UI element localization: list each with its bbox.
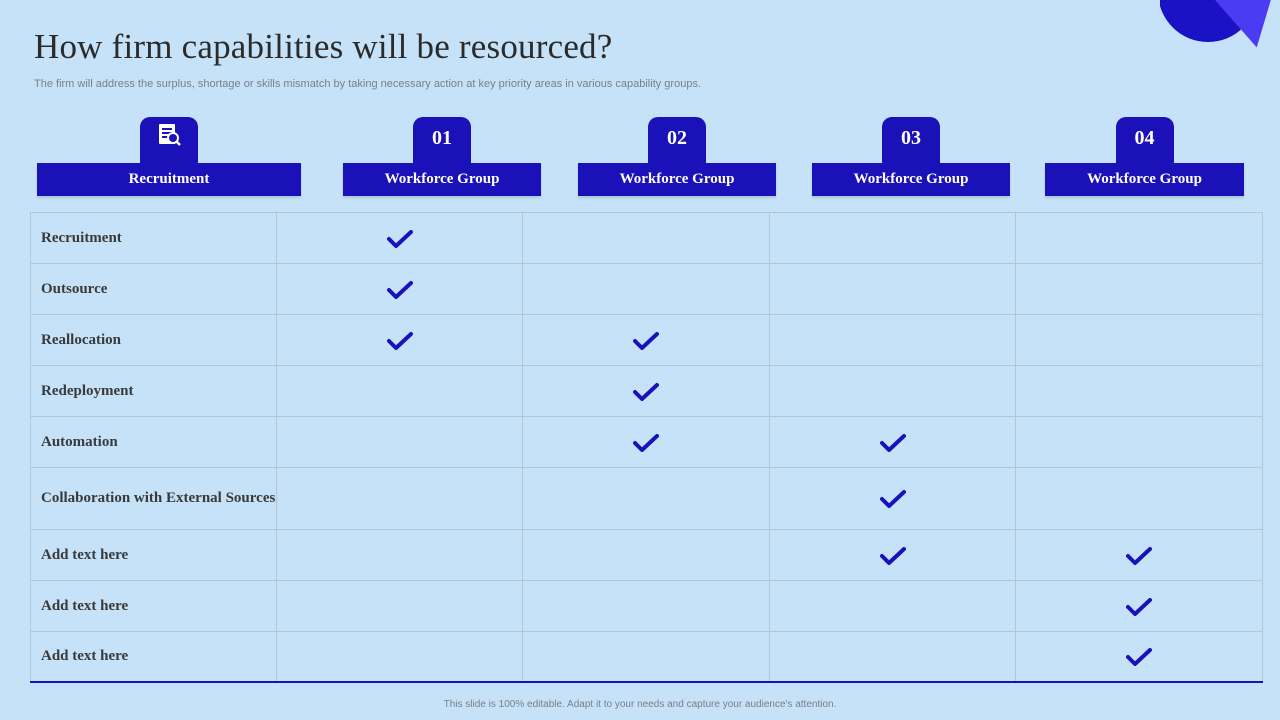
table-cell bbox=[276, 365, 523, 417]
header-label-01: Workforce Group bbox=[343, 163, 541, 196]
table-cell bbox=[769, 467, 1016, 530]
table-cell bbox=[769, 416, 1016, 468]
header-label-04: Workforce Group bbox=[1045, 163, 1244, 196]
checkmark-icon bbox=[880, 489, 906, 509]
checkmark-icon bbox=[633, 331, 659, 351]
table-cell bbox=[1015, 263, 1263, 315]
header-label-recruitment: Recruitment bbox=[37, 163, 301, 196]
slide-title: How firm capabilities will be resourced? bbox=[34, 27, 613, 66]
table-cell bbox=[276, 212, 523, 264]
table-cell bbox=[522, 580, 770, 632]
row-label: Add text here bbox=[30, 580, 277, 632]
table-cell bbox=[1015, 467, 1263, 530]
table-row: Outsource bbox=[30, 263, 1263, 315]
table-cell bbox=[276, 314, 523, 366]
header-tab-03: 03 bbox=[882, 117, 940, 167]
checkmark-icon bbox=[880, 433, 906, 453]
table-cell bbox=[276, 416, 523, 468]
header-workforce-group-02: 02 Workforce Group bbox=[578, 117, 776, 197]
table-row: Add text here bbox=[30, 631, 1263, 683]
table-cell bbox=[522, 631, 770, 683]
checkmark-icon bbox=[387, 280, 413, 300]
table-cell bbox=[1015, 212, 1263, 264]
row-label: Redeployment bbox=[30, 365, 277, 417]
row-label: Add text here bbox=[30, 631, 277, 683]
checkmark-icon bbox=[633, 382, 659, 402]
table-cell bbox=[769, 314, 1016, 366]
table-cell bbox=[522, 416, 770, 468]
checkmark-icon bbox=[387, 331, 413, 351]
table-row: Add text here bbox=[30, 529, 1263, 581]
table-cell bbox=[276, 467, 523, 530]
table-cell bbox=[1015, 416, 1263, 468]
table-cell bbox=[1015, 631, 1263, 683]
header-tab-04: 04 bbox=[1115, 117, 1174, 167]
header-recruitment: Recruitment bbox=[37, 117, 301, 197]
table-cell bbox=[1015, 314, 1263, 366]
checkmark-icon bbox=[387, 229, 413, 249]
table-cell bbox=[276, 580, 523, 632]
table-cell bbox=[522, 467, 770, 530]
table-cell bbox=[276, 529, 523, 581]
checkmark-icon bbox=[633, 433, 659, 453]
table-cell bbox=[769, 263, 1016, 315]
table-cell bbox=[276, 263, 523, 315]
table-cell bbox=[522, 212, 770, 264]
table-cell bbox=[276, 631, 523, 683]
table-cell bbox=[769, 529, 1016, 581]
table-row: Collaboration with External Sources bbox=[30, 467, 1263, 530]
header-tab-02: 02 bbox=[648, 117, 706, 167]
table-row: Automation bbox=[30, 416, 1263, 468]
row-label: Recruitment bbox=[30, 212, 277, 264]
table-cell bbox=[522, 529, 770, 581]
header-tab-recruitment bbox=[140, 117, 198, 167]
corner-triangle-shape bbox=[1215, 0, 1280, 56]
table-cell bbox=[769, 580, 1016, 632]
table-cell bbox=[522, 263, 770, 315]
row-label: Add text here bbox=[30, 529, 277, 581]
table-cell bbox=[522, 365, 770, 417]
checkmark-icon bbox=[1126, 597, 1152, 617]
checkmark-icon bbox=[1126, 546, 1152, 566]
table-cell bbox=[769, 212, 1016, 264]
header-workforce-group-04: 04 Workforce Group bbox=[1045, 117, 1244, 197]
header-label-03: Workforce Group bbox=[812, 163, 1010, 196]
table-row: Recruitment bbox=[30, 212, 1263, 264]
slide-footer: This slide is 100% editable. Adapt it to… bbox=[443, 699, 837, 710]
table-cell bbox=[522, 314, 770, 366]
table-row: Redeployment bbox=[30, 365, 1263, 417]
row-label: Reallocation bbox=[30, 314, 277, 366]
table-cell bbox=[1015, 529, 1263, 581]
corner-decoration bbox=[1160, 0, 1280, 70]
row-label: Collaboration with External Sources bbox=[30, 467, 277, 530]
row-label: Outsource bbox=[30, 263, 277, 315]
header-workforce-group-03: 03 Workforce Group bbox=[812, 117, 1010, 197]
slide-subtitle: The firm will address the surplus, short… bbox=[34, 78, 701, 90]
table-cell bbox=[1015, 580, 1263, 632]
table-row: Add text here bbox=[30, 580, 1263, 632]
table-cell bbox=[1015, 365, 1263, 417]
document-search-icon bbox=[156, 122, 182, 154]
table-row: Reallocation bbox=[30, 314, 1263, 366]
header-workforce-group-01: 01 Workforce Group bbox=[343, 117, 541, 197]
table-cell bbox=[769, 365, 1016, 417]
row-label: Automation bbox=[30, 416, 277, 468]
checkmark-icon bbox=[1126, 647, 1152, 667]
table-cell bbox=[769, 631, 1016, 683]
header-tab-01: 01 bbox=[413, 117, 471, 167]
capability-table: Recruitment Outsource Reallocation Redeploy… bbox=[30, 212, 1263, 683]
header-label-02: Workforce Group bbox=[578, 163, 776, 196]
checkmark-icon bbox=[880, 546, 906, 566]
